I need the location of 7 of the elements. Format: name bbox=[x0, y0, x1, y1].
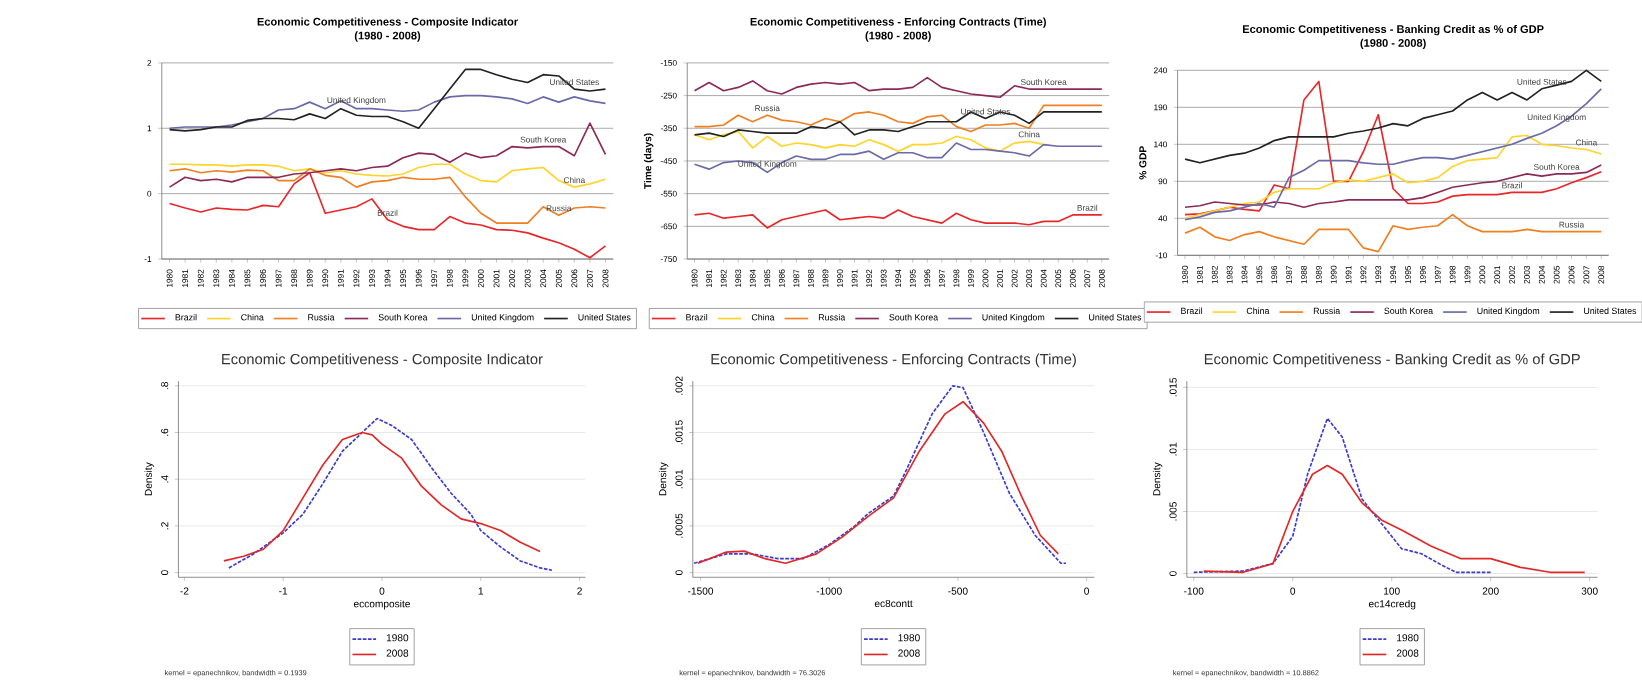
line-series bbox=[223, 431, 541, 562]
line-series bbox=[168, 68, 607, 132]
line-series bbox=[228, 417, 553, 571]
line-series bbox=[168, 171, 607, 259]
line-series bbox=[1202, 464, 1586, 574]
line-series bbox=[693, 130, 1045, 152]
line-series bbox=[168, 163, 607, 188]
